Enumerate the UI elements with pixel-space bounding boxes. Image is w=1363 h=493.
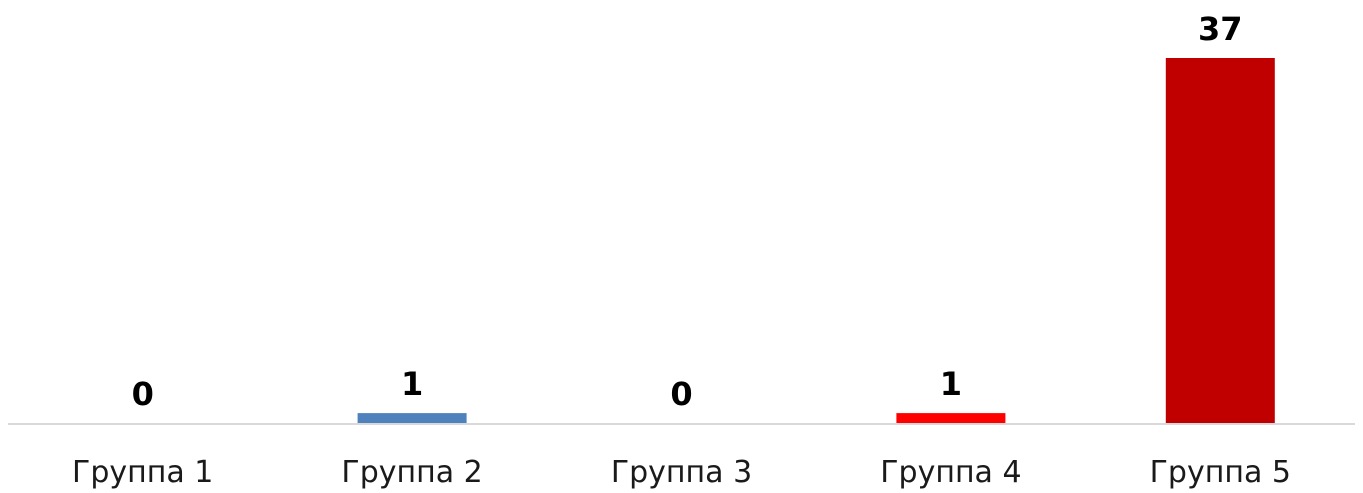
value-labels-group: 0 1 0 1 37 <box>132 10 1243 413</box>
category-label-5: Группа 5 <box>1150 455 1291 490</box>
value-label-2: 1 <box>401 365 423 403</box>
category-label-2: Группа 2 <box>341 455 482 490</box>
bar-2 <box>357 413 467 423</box>
value-label-1: 0 <box>132 375 154 413</box>
bars-group <box>357 58 1275 423</box>
bar-5 <box>1165 58 1275 423</box>
value-label-5: 37 <box>1198 10 1243 48</box>
category-labels-group: Группа 1 Группа 2 Группа 3 Группа 4 Группа 5 <box>72 455 1291 490</box>
value-label-3: 0 <box>670 375 692 413</box>
value-label-4: 1 <box>940 365 962 403</box>
category-label-3: Группа 3 <box>611 455 752 490</box>
category-label-4: Группа 4 <box>880 455 1021 490</box>
category-label-1: Группа 1 <box>72 455 213 490</box>
bar-4 <box>896 413 1006 423</box>
